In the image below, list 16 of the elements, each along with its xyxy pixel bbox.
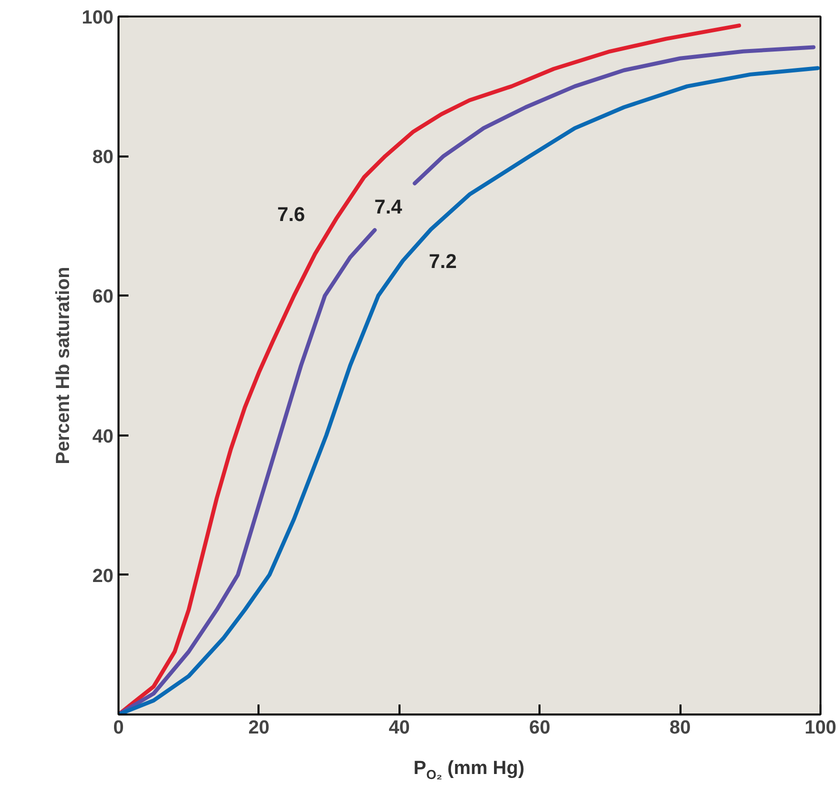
x-tick-label: 100 <box>804 718 836 738</box>
x-axis-title: P$_{O₂}$ (mm Hg) <box>414 757 524 784</box>
x-tick-label: 0 <box>113 718 124 738</box>
x-tick-label: 40 <box>388 718 410 738</box>
series-label: 7.6 <box>277 204 306 226</box>
x-tick-label: 60 <box>529 718 550 738</box>
series-label: 7.4 <box>374 196 404 219</box>
x-tick-label: 80 <box>670 718 691 738</box>
y-axis-title: Percent Hb saturation <box>52 266 74 464</box>
series-label: 7.2 <box>428 250 457 273</box>
y-tick-label: 40 <box>92 426 114 448</box>
y-tick-label: 20 <box>92 566 114 587</box>
y-tick-label: 100 <box>82 8 114 28</box>
x-tick-label: 20 <box>248 718 270 738</box>
y-tick-label: 80 <box>92 147 114 168</box>
y-tick-label: 60 <box>92 286 114 308</box>
